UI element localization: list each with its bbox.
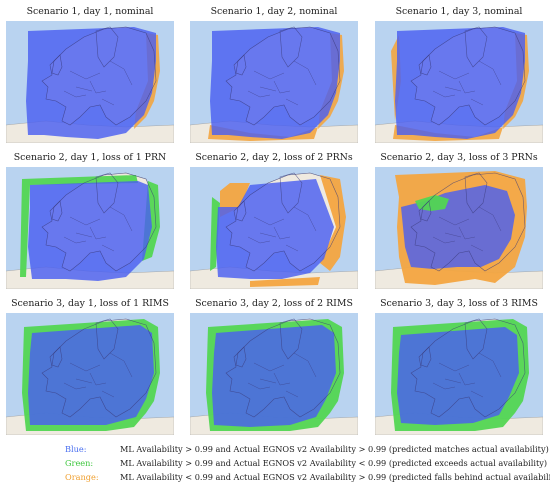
legend-desc-orange: ML Availability < 0.99 and Actual EGNOS … [120,472,550,482]
map-panel: Scenario 2, day 1, loss of 1 PRN [6,150,174,290]
map-panel: Scenario 3, day 3, loss of 3 RIMS [375,296,543,436]
availability-map [190,167,358,289]
legend-desc-blue: ML Availability > 0.99 and Actual EGNOS … [120,444,549,454]
map-panel: Scenario 2, day 3, loss of 3 PRNs [375,150,543,290]
legend-key-blue: Blue: [65,444,87,454]
availability-map [375,21,543,143]
panel-title: Scenario 3, day 3, loss of 3 RIMS [380,298,538,309]
legend-key-green: Green: [65,458,94,468]
map-panel: Scenario 1, day 1, nominal [6,4,174,144]
map-panel: Scenario 1, day 2, nominal [190,4,358,144]
map-panel: Scenario 2, day 2, loss of 2 PRNs [190,150,358,290]
panel-title: Scenario 1, day 2, nominal [210,6,338,17]
panel-title: Scenario 1, day 3, nominal [395,6,523,17]
legend: Blue: ML Availability > 0.99 and Actual … [35,442,550,484]
panel-title: Scenario 1, day 1, nominal [26,6,154,17]
availability-map [190,313,358,435]
map-panel: Scenario 1, day 3, nominal [375,4,543,144]
panel-title: Scenario 2, day 2, loss of 2 PRNs [195,152,353,163]
legend-row-orange: Orange: ML Availability < 0.99 and Actua… [35,470,550,484]
map-grid: Scenario 1, day 1, nominal Scenario 1, da… [6,4,543,436]
map-panel: Scenario 3, day 1, loss of 1 RIMS [6,296,174,436]
panel-title: Scenario 2, day 1, loss of 1 PRN [13,152,167,163]
availability-map [6,313,174,435]
panel-title: Scenario 2, day 3, loss of 3 PRNs [380,152,538,163]
availability-map [375,167,543,289]
availability-map [190,21,358,143]
panel-title: Scenario 3, day 1, loss of 1 RIMS [11,298,169,309]
availability-map [6,167,174,289]
legend-desc-green: ML Availability > 0.99 and Actual EGNOS … [120,458,548,468]
map-panel: Scenario 3, day 2, loss of 2 RIMS [190,296,358,436]
availability-map [375,313,543,435]
panel-title: Scenario 3, day 2, loss of 2 RIMS [195,298,353,309]
legend-row-green: Green: ML Availability > 0.99 and Actual… [35,456,548,470]
availability-map [6,21,174,143]
legend-row-blue: Blue: ML Availability > 0.99 and Actual … [35,442,549,456]
legend-key-orange: Orange: [65,472,99,482]
